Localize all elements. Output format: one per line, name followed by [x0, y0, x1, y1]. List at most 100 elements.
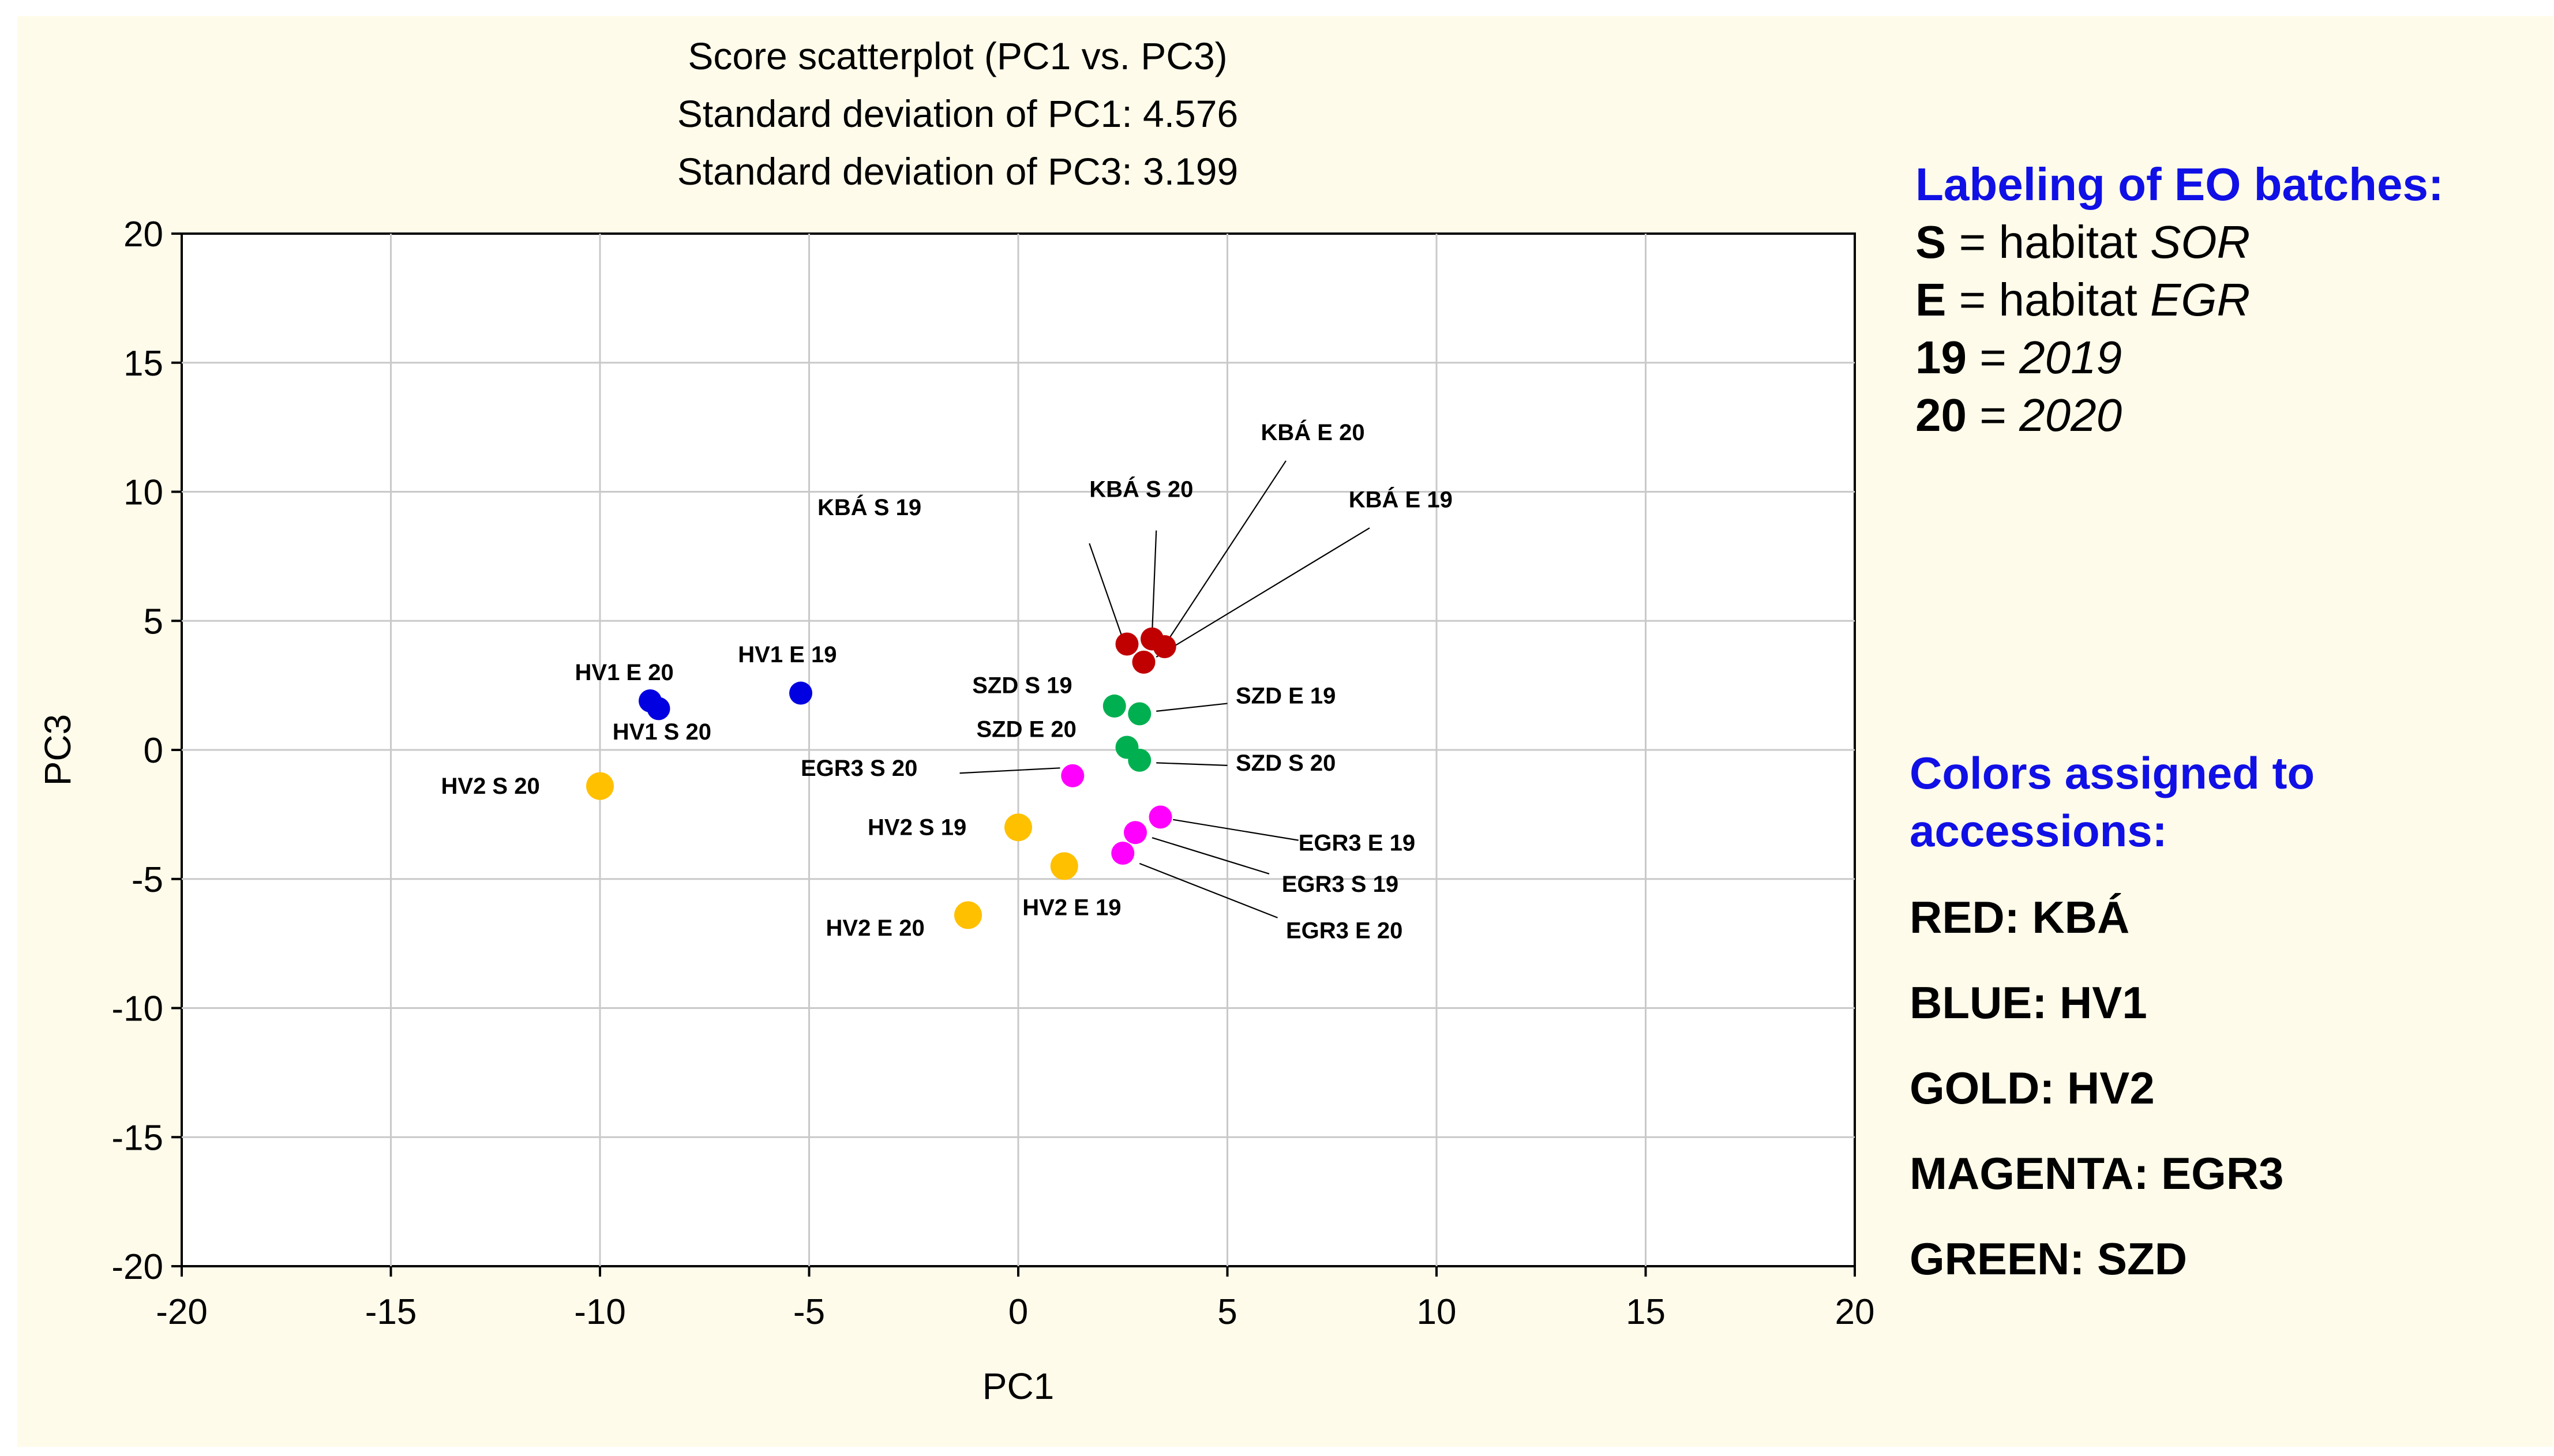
point-kb-e-19 — [1132, 650, 1156, 674]
y-tick-label: 15 — [123, 344, 163, 384]
legend-item: S = habitat SOR — [1915, 213, 2550, 271]
leader-line-egr3-e-20 — [1139, 862, 1278, 918]
y-tick-label: -10 — [111, 989, 163, 1029]
leader-line-kb-s-20 — [1151, 530, 1157, 634]
x-tick-label: -20 — [156, 1292, 208, 1332]
point-szd-s-19 — [1102, 694, 1126, 718]
point-label-hv2-s-20: HV2 S 20 — [441, 774, 540, 799]
point-label-hv2-e-20: HV2 E 20 — [826, 915, 925, 941]
legend-key: E — [1915, 274, 1947, 325]
point-label-hv2-e-19: HV2 E 19 — [1022, 895, 1121, 920]
legend-text: = — [1966, 332, 2020, 383]
color-assignment-item: RED: KBÁ — [1910, 892, 2130, 943]
x-tick-label: -5 — [793, 1292, 825, 1332]
point-label-kb-s-20: KBÁ S 20 — [1089, 476, 1193, 502]
point-label-hv2-s-19: HV2 S 19 — [868, 815, 966, 840]
data-points — [586, 627, 1176, 929]
point-labels: KBÁ S 19 KBÁ S 20 KBÁ E 20 KBÁ E 19 HV1 E 19… — [441, 419, 1453, 944]
leader-line-szd-e-19 — [1156, 703, 1228, 712]
point-label-egr3-s-20: EGR3 S 20 — [801, 756, 917, 781]
point-label-hv1-s-20: HV1 S 20 — [613, 719, 711, 745]
point-egr3-s-19 — [1124, 821, 1147, 845]
leader-line-egr3-s-20 — [959, 767, 1060, 774]
point-label-egr3-e-19: EGR3 E 19 — [1299, 831, 1415, 856]
y-axis-label: PC3 — [37, 714, 78, 786]
leader-line-egr3-s-19 — [1152, 837, 1270, 875]
chart-title: Score scatterplot (PC1 vs. PC3) Standard … — [677, 35, 1238, 193]
grid-lines-inner — [182, 234, 1855, 1266]
legend-value: 2019 — [2019, 332, 2122, 383]
point-label-egr3-s-19: EGR3 S 19 — [1282, 872, 1398, 897]
color-assignment-item: GOLD: HV2 — [1910, 1063, 2155, 1113]
legend-value: 2020 — [2019, 389, 2122, 441]
point-label-egr3-e-20: EGR3 E 20 — [1286, 918, 1402, 944]
y-tick-label: -15 — [111, 1118, 163, 1158]
leader-line-egr3-e-19 — [1173, 819, 1299, 841]
legend-items: S = habitat SOR E = habitat EGR 19 = 2019 2… — [1915, 213, 2550, 444]
point-label-hv1-e-20: HV1 E 20 — [575, 660, 674, 685]
point-egr3-e-19 — [1149, 805, 1172, 829]
batch-labeling-legend: Labeling of EO batches: S = habitat SOR E… — [1915, 156, 2550, 444]
legend-key: S — [1915, 216, 1947, 268]
color-items: RED: KBÁ BLUE: HV1 GOLD: HV2 MAGENTA: EGR3 G… — [1910, 875, 2544, 1301]
y-tick-label: -20 — [111, 1247, 163, 1287]
y-tick-label: 20 — [123, 215, 163, 254]
leader-line-kb-e-20 — [1168, 460, 1287, 640]
label-leader-lines — [959, 460, 1370, 918]
x-tick-label: 5 — [1217, 1292, 1237, 1332]
point-label-szd-s-20: SZD S 20 — [1236, 750, 1336, 776]
x-tick-label: 15 — [1626, 1292, 1666, 1332]
legend-item: E = habitat EGR — [1915, 271, 2550, 329]
x-tick-label: 20 — [1835, 1292, 1875, 1332]
x-tick-label: 0 — [1008, 1292, 1028, 1332]
point-kb-s-19 — [1115, 632, 1139, 656]
color-assignment-item: GREEN: SZD — [1910, 1233, 2188, 1284]
point-label-hv1-e-19: HV1 E 19 — [738, 642, 837, 667]
leader-line-szd-s-20 — [1156, 762, 1228, 766]
legend-key: 20 — [1915, 389, 1967, 441]
title-line-3: Standard deviation of PC3: 3.199 — [677, 150, 1238, 193]
point-hv2-s-19 — [1004, 813, 1032, 842]
y-axis-ticks: -20 -15 -10 -5 0 5 10 15 20 — [111, 215, 182, 1287]
point-egr3-s-20 — [1061, 764, 1085, 787]
x-tick-label: -15 — [365, 1292, 417, 1332]
point-kb-e-20 — [1153, 635, 1176, 658]
y-tick-label: 10 — [123, 473, 163, 513]
point-label-kb-e-20: KBÁ E 20 — [1261, 419, 1365, 445]
color-assignment-item: BLUE: HV1 — [1910, 977, 2147, 1028]
point-label-kb-s-19: KBÁ S 19 — [817, 494, 921, 520]
x-tick-label: 10 — [1417, 1292, 1457, 1332]
legend-text: = habitat — [1946, 216, 2150, 268]
colors-heading-line-2: accessions: — [1910, 805, 2167, 856]
point-hv1-s-20 — [647, 697, 670, 721]
point-label-szd-s-19: SZD S 19 — [972, 673, 1072, 699]
point-egr3-e-20 — [1111, 842, 1135, 865]
y-tick-label: 5 — [144, 602, 163, 641]
title-line-1: Score scatterplot (PC1 vs. PC3) — [688, 35, 1227, 77]
legend-value: EGR — [2150, 274, 2251, 325]
title-line-2: Standard deviation of PC1: 4.576 — [677, 92, 1238, 135]
leader-line-kb-s-19 — [1089, 543, 1124, 639]
x-tick-label: -10 — [574, 1292, 626, 1332]
point-label-szd-e-20: SZD E 20 — [977, 717, 1077, 742]
leader-line-kb-e-19 — [1156, 527, 1370, 658]
accession-color-legend: Colors assigned to accessions: RED: KBÁ B… — [1910, 744, 2544, 1301]
point-szd-s-20 — [1128, 748, 1152, 772]
legend-value: SOR — [2150, 216, 2251, 268]
legend-text: = habitat — [1946, 274, 2150, 325]
point-szd-e-19 — [1128, 702, 1152, 726]
point-hv1-e-19 — [789, 681, 812, 705]
colors-heading-line-1: Colors assigned to — [1910, 748, 2315, 798]
point-label-szd-e-19: SZD E 19 — [1236, 683, 1336, 708]
point-label-kb-e-19: KBÁ E 19 — [1349, 486, 1453, 512]
color-assignment-item: MAGENTA: EGR3 — [1910, 1148, 2284, 1199]
legend-item: 19 = 2019 — [1915, 329, 2550, 386]
y-tick-label: -5 — [132, 860, 163, 900]
legend-text: = — [1966, 389, 2020, 441]
legend-item: 20 = 2020 — [1915, 386, 2550, 444]
point-hv2-e-20 — [954, 901, 982, 929]
x-axis-ticks: -20 -15 -10 -5 0 5 10 15 20 — [156, 1266, 1874, 1332]
y-tick-label: 0 — [144, 731, 163, 771]
point-hv2-s-20 — [586, 772, 614, 800]
